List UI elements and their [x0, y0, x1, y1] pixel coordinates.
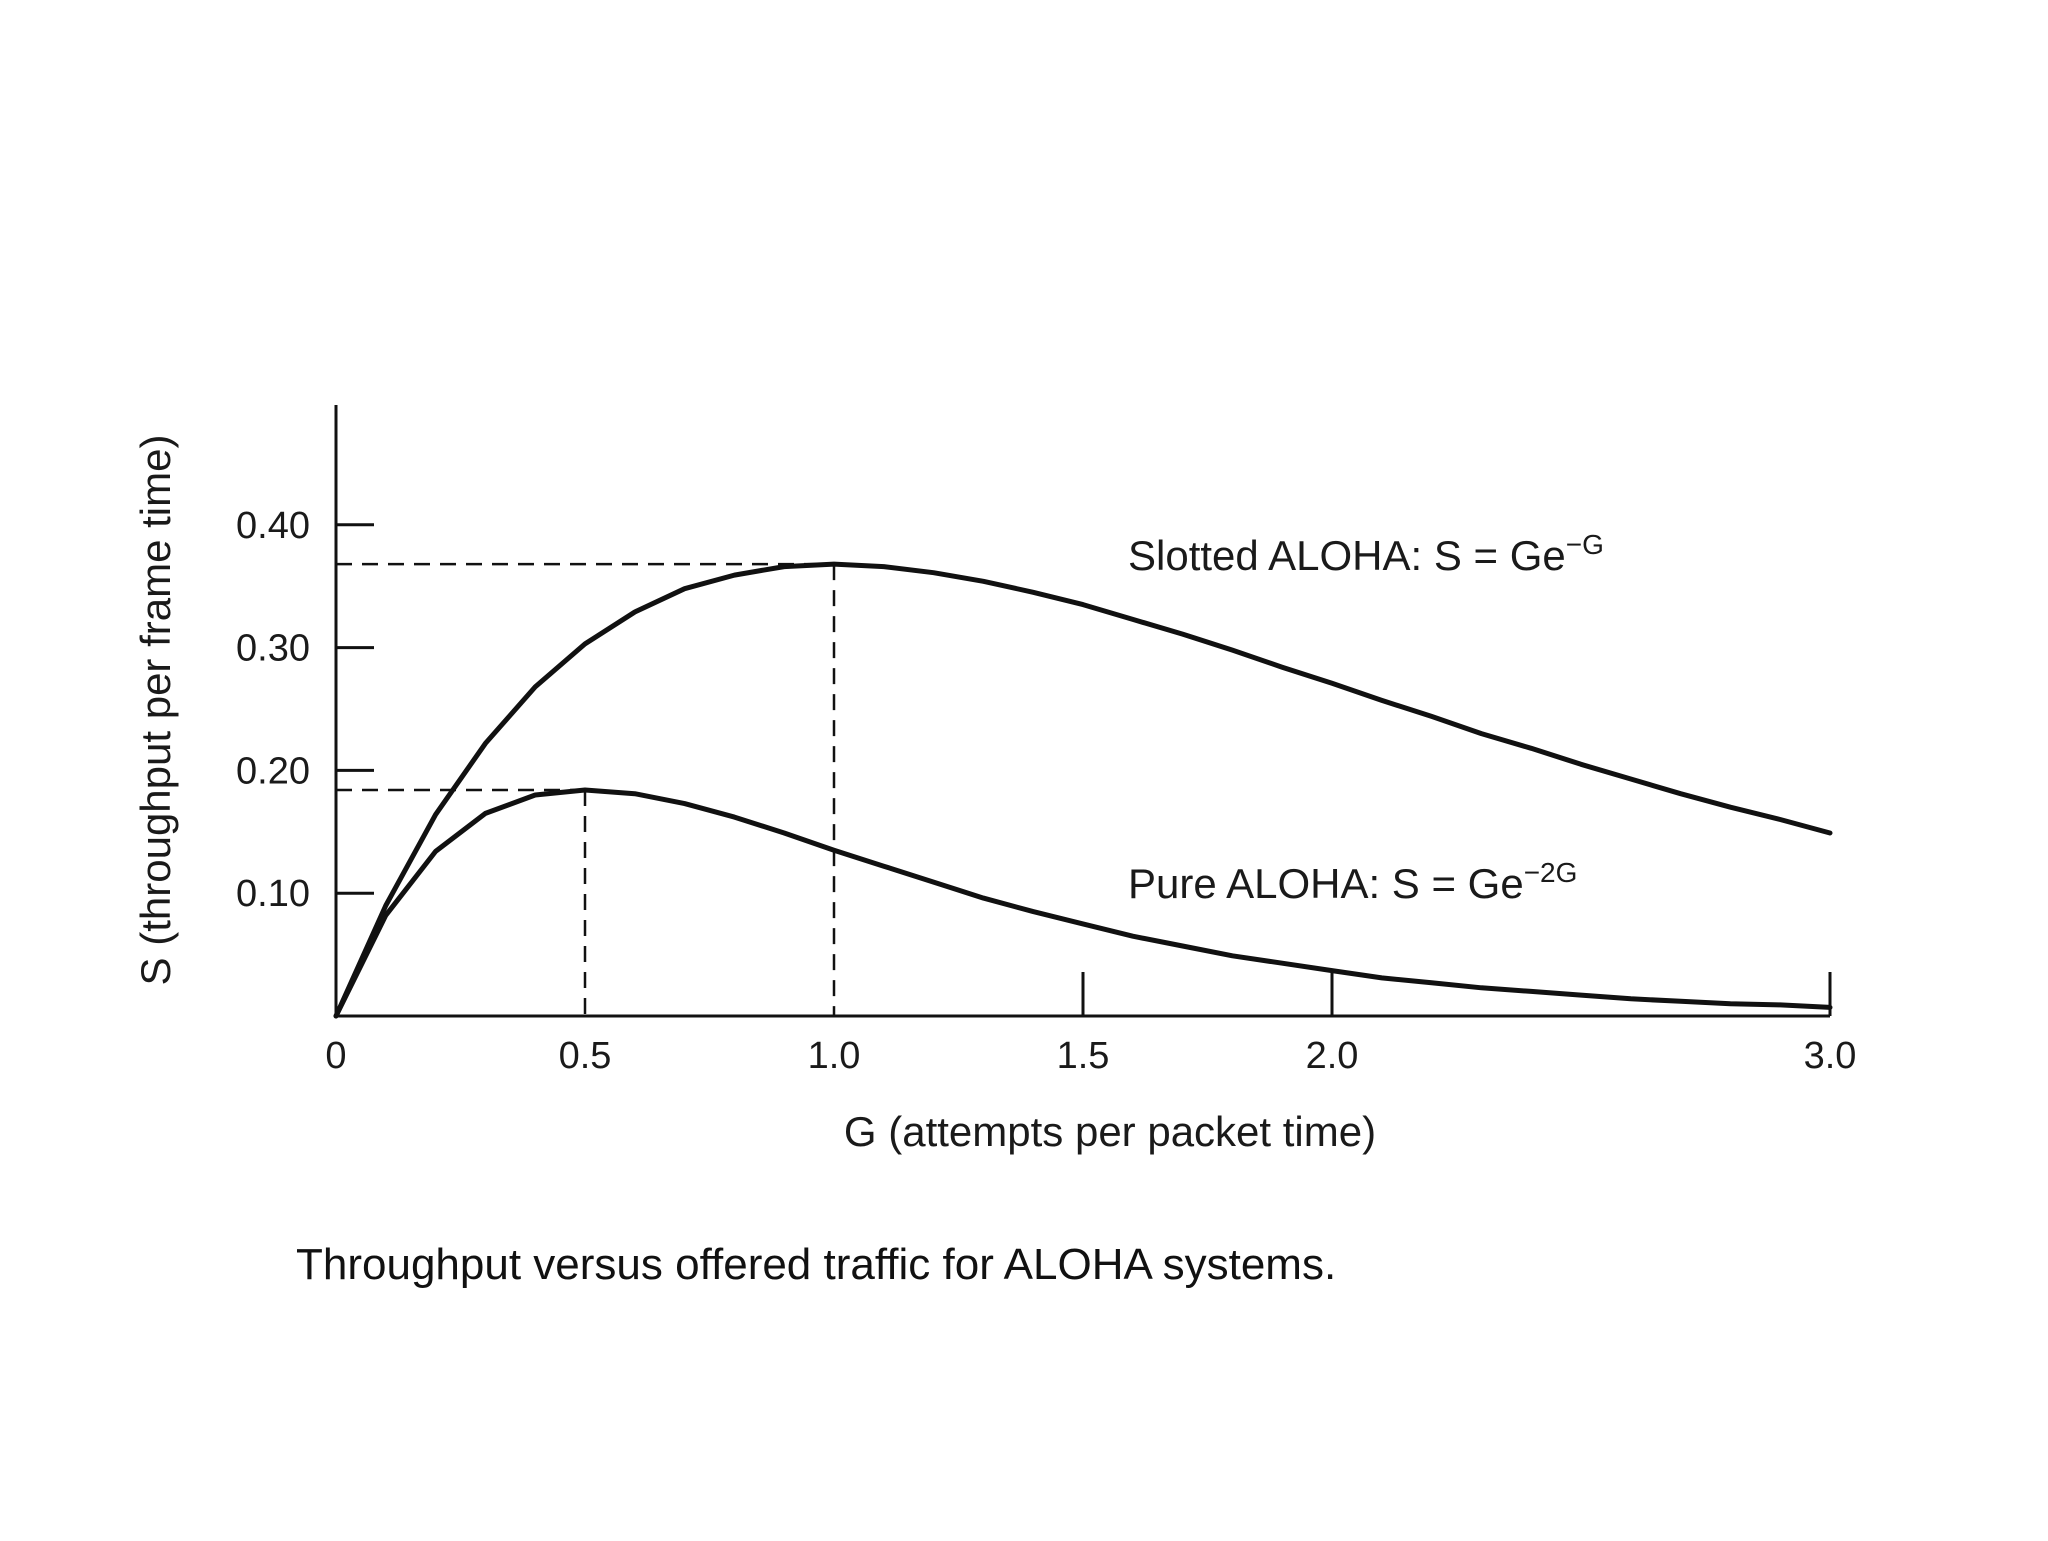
- x-axis-title: G (attempts per packet time): [844, 1108, 1376, 1155]
- curves: [333, 561, 1833, 1019]
- slotted-aloha-formula: Slotted ALOHA: S = Ge: [1128, 532, 1566, 579]
- pure-aloha-formula: Pure ALOHA: S = Ge: [1128, 860, 1524, 907]
- pure-aloha-curve: [333, 787, 1833, 1019]
- pure-aloha-label: Pure ALOHA: S = Ge−2G: [1128, 857, 1577, 907]
- y-tick-label: 0.30: [236, 628, 310, 670]
- x-tick-label: 1.0: [808, 1035, 861, 1077]
- y-tick-label: 0.20: [236, 750, 310, 792]
- y-axis-title: S (throughput per frame time): [132, 435, 179, 986]
- pure-aloha-exponent: −2G: [1524, 857, 1578, 888]
- x-ticks: 0 0.5 1.0 1.5 2.0 3.0: [325, 972, 1856, 1077]
- x-tick-label: 1.5: [1057, 1035, 1110, 1077]
- x-tick-label: 3.0: [1804, 1035, 1857, 1077]
- figure-caption: Throughput versus offered traffic for AL…: [296, 1240, 1337, 1289]
- x-tick-label: 2.0: [1306, 1035, 1359, 1077]
- slotted-aloha-curve: [333, 561, 1833, 1019]
- y-ticks: 0.10 0.20 0.30 0.40: [236, 505, 374, 915]
- y-tick-label: 0.40: [236, 505, 310, 547]
- slotted-aloha-label: Slotted ALOHA: S = Ge−G: [1128, 529, 1604, 579]
- x-tick-label: 0: [325, 1035, 346, 1077]
- x-tick-label: 0.5: [559, 1035, 612, 1077]
- reference-lines: [336, 562, 836, 1016]
- slotted-aloha-exponent: −G: [1566, 529, 1604, 560]
- y-tick-label: 0.10: [236, 873, 310, 915]
